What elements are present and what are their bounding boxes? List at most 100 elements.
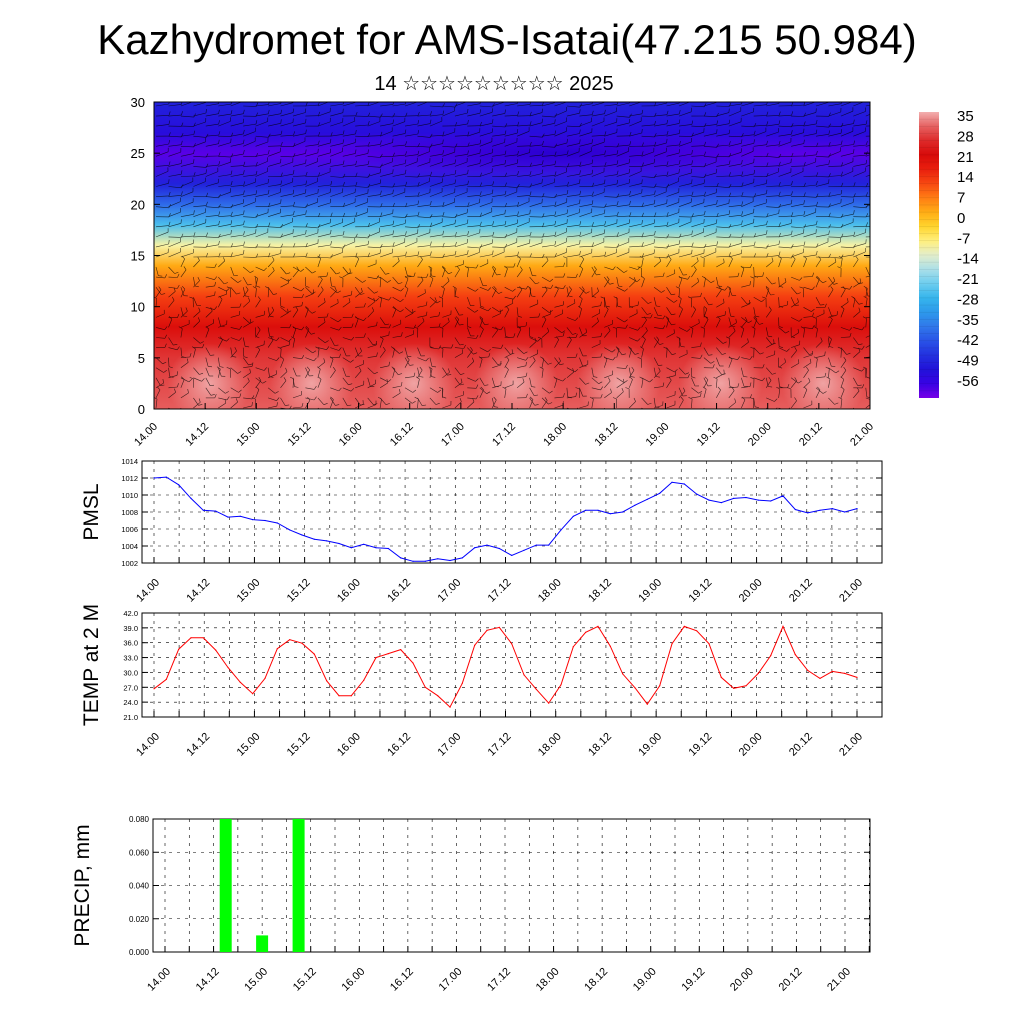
wind-barb [467, 194, 481, 197]
wind-barb [641, 194, 655, 197]
wind-barb-flag [367, 112, 371, 117]
wind-barb [778, 215, 792, 217]
wind-barb [716, 214, 730, 217]
wind-barb-flag [759, 352, 764, 355]
wind-barb [741, 367, 744, 377]
wind-barb [741, 143, 754, 147]
wind-barb [604, 392, 612, 399]
wind-barb [180, 201, 194, 207]
wind-barb-flag [218, 161, 221, 166]
y-tick-label: 15 [131, 249, 145, 264]
temp-point [597, 625, 599, 628]
wind-barb-flag [825, 366, 830, 370]
wind-barb [280, 193, 294, 197]
wind-barb [230, 266, 235, 276]
wind-barb [541, 331, 549, 338]
wind-barb [205, 377, 211, 386]
wind-barb-flag [729, 192, 732, 197]
wind-barb-flag [173, 287, 176, 292]
wind-barb-flag [280, 199, 282, 204]
wind-barb [242, 357, 249, 366]
wind-barb-flag [305, 229, 307, 235]
wind-barb-flag [662, 272, 665, 277]
wind-barb [193, 348, 196, 358]
wind-barb [629, 236, 643, 238]
wind-barb [155, 327, 165, 330]
wind-barb-flag [803, 211, 806, 216]
wind-barb-flag [467, 219, 469, 224]
wind-barb [591, 224, 605, 228]
wind-barb-flag [766, 162, 769, 167]
wind-barb [753, 183, 767, 187]
wind-barb-flag [559, 363, 564, 366]
wind-barb-flag [624, 288, 628, 292]
wind-barb-flag [834, 402, 839, 405]
y-tick-label: 0.080 [129, 815, 150, 824]
temp-point [794, 654, 796, 656]
wind-barb-flag [268, 202, 271, 207]
wind-barb-flag [581, 286, 585, 290]
wind-barb-flag [504, 130, 507, 135]
wind-barb [728, 402, 736, 409]
wind-barb-flag [540, 356, 544, 360]
wind-barb [654, 134, 668, 137]
wind-barb [417, 255, 431, 258]
wind-barb-flag [572, 333, 577, 335]
wind-barb [753, 275, 763, 278]
wind-barb-flag [177, 284, 180, 289]
wind-barb-flag [350, 388, 355, 392]
pmsl-series-line [153, 476, 858, 562]
wind-barb [380, 193, 393, 197]
wind-barb [392, 173, 406, 177]
wind-barb [778, 388, 781, 398]
wind-barb [529, 144, 543, 147]
wind-barb [653, 367, 657, 377]
wind-barb-flag [417, 224, 420, 228]
wind-barb-flag [168, 140, 170, 145]
wind-barb [516, 269, 523, 278]
wind-barb [865, 114, 870, 117]
wind-barb [330, 134, 344, 137]
wind-barb [417, 216, 431, 219]
wind-barb-flag [517, 159, 519, 164]
wind-barb-flag [351, 323, 354, 328]
wind-barb-flag [385, 273, 390, 275]
wind-barb [778, 114, 792, 117]
wind-barb-flag [194, 285, 199, 288]
wind-barb [691, 176, 705, 178]
wind-barb-flag [413, 272, 416, 277]
wind-barb-flag [600, 394, 603, 399]
wind-barb [579, 286, 587, 294]
wind-barb [753, 397, 756, 407]
wind-barb [853, 327, 863, 331]
wind-barb-flag [728, 129, 731, 134]
wind-barb-flag [703, 306, 708, 310]
wind-barb-flag [833, 277, 836, 282]
wind-barb [354, 351, 362, 358]
wind-barb-flag [236, 292, 241, 295]
wind-barb-flag [158, 286, 162, 290]
wind-barb [828, 367, 836, 374]
wind-barb-flag [531, 386, 536, 388]
wind-barb [442, 254, 456, 258]
wind-barb-flag [537, 336, 542, 339]
wind-barb-flag [248, 363, 253, 366]
wind-barb-flag [863, 296, 868, 299]
wind-barb-flag [504, 159, 506, 164]
wind-barb [218, 224, 232, 228]
wind-barb [853, 171, 866, 177]
wind-barb-flag [168, 120, 171, 125]
wind-barb-flag [857, 384, 862, 386]
wind-barb-flag [230, 181, 233, 186]
wind-barb [355, 192, 368, 197]
wind-barb [454, 123, 468, 127]
wind-barb-flag [173, 344, 178, 346]
wind-barb-flag [519, 266, 523, 270]
wind-barb-flag [380, 163, 383, 168]
wind-barb [355, 153, 368, 157]
wind-barb [180, 392, 189, 399]
wind-barb [429, 161, 443, 167]
wind-barb [392, 367, 399, 375]
wind-barb [554, 360, 561, 368]
wind-barb-flag [578, 306, 582, 309]
